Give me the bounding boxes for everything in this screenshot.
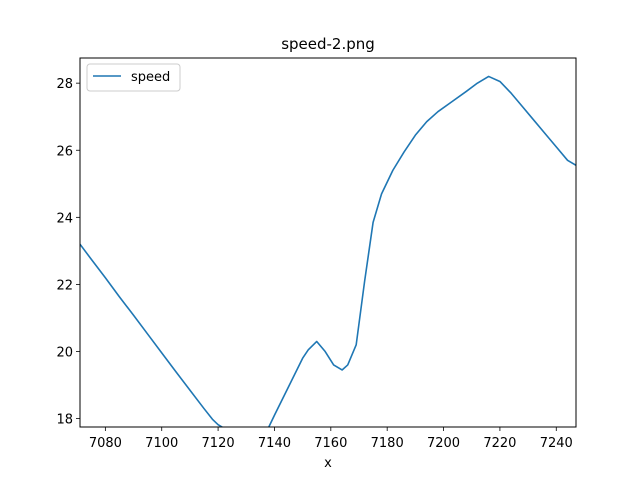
plot-area [80, 58, 576, 427]
x-tick-label: 7140 [258, 436, 291, 451]
x-axis-label: x [324, 456, 332, 471]
y-tick-label: 20 [56, 346, 73, 361]
y-axis-ticks: 18 20 22 24 26 28 [56, 77, 80, 428]
x-tick-label: 7200 [427, 436, 460, 451]
legend: speed [86, 63, 181, 92]
y-tick-label: 18 [56, 413, 73, 428]
legend-label-speed: speed [131, 70, 170, 85]
x-axis-ticks: 7080 7100 7120 7140 7160 7180 7200 7220 7240 [89, 427, 573, 451]
x-tick-label: 7080 [89, 436, 122, 451]
plot-frame [79, 57, 577, 428]
series-line-speed [80, 75, 576, 427]
y-tick-label: 24 [56, 211, 73, 226]
y-tick-label: 22 [56, 278, 73, 293]
x-tick-label: 7100 [145, 436, 178, 451]
y-tick-label: 26 [56, 144, 73, 159]
x-tick-label: 7120 [202, 436, 235, 451]
x-tick-label: 7220 [483, 436, 516, 451]
x-tick-label: 7180 [371, 436, 404, 451]
x-tick-label: 7160 [314, 436, 347, 451]
legend-box [86, 63, 181, 92]
y-tick-label: 28 [56, 77, 73, 92]
chart-title: speed-2.png [281, 35, 375, 53]
x-tick-label: 7240 [540, 436, 573, 451]
series-layer [80, 75, 576, 427]
